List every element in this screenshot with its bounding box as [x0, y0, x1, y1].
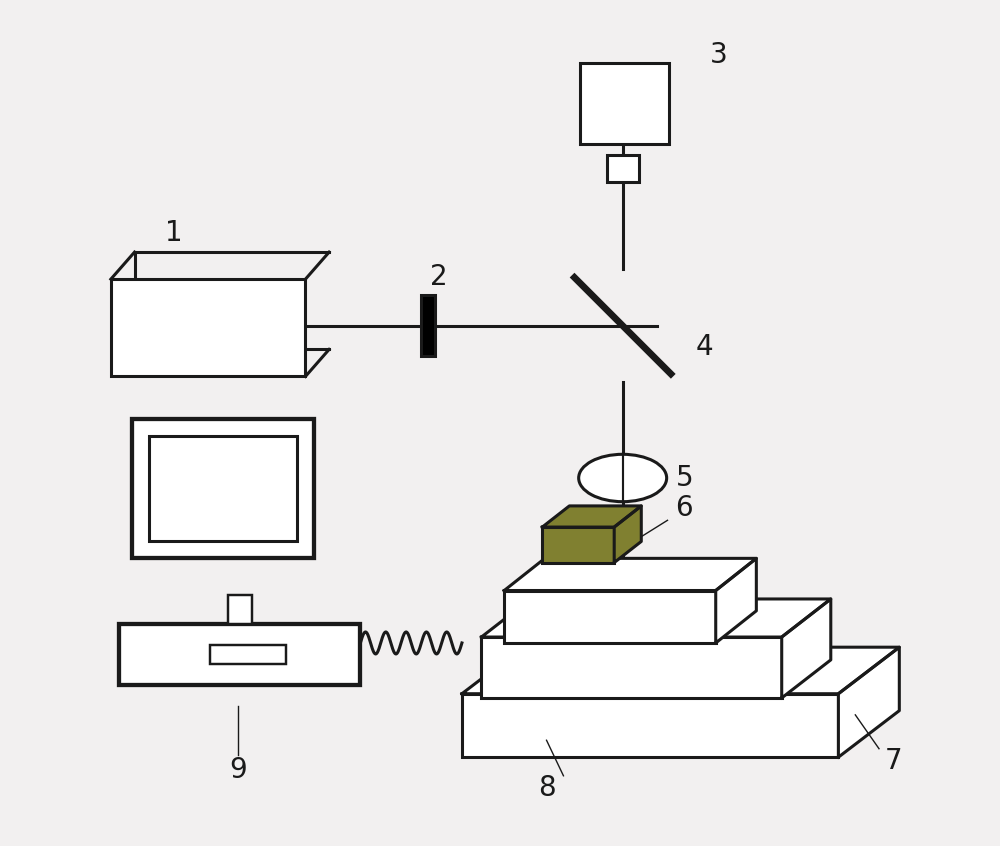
Text: 9: 9: [229, 755, 247, 784]
Bar: [111, 279, 305, 376]
Text: 6: 6: [676, 493, 693, 522]
Bar: [149, 436, 297, 541]
Text: 4: 4: [696, 332, 714, 361]
Bar: [481, 637, 782, 698]
Bar: [132, 419, 314, 558]
Bar: [580, 63, 669, 144]
Text: 7: 7: [885, 747, 902, 776]
Polygon shape: [782, 599, 831, 698]
Text: 3: 3: [709, 41, 727, 69]
Bar: [228, 595, 252, 624]
Bar: [210, 645, 286, 664]
Text: 1: 1: [165, 218, 183, 247]
Polygon shape: [481, 599, 831, 637]
Polygon shape: [614, 506, 641, 563]
Bar: [462, 694, 838, 757]
Polygon shape: [462, 647, 899, 694]
Ellipse shape: [579, 454, 667, 502]
Text: 5: 5: [676, 464, 693, 492]
Text: 2: 2: [430, 263, 448, 292]
Polygon shape: [838, 647, 899, 757]
Bar: [119, 624, 360, 685]
Bar: [607, 155, 639, 182]
Text: 8: 8: [538, 774, 555, 803]
Bar: [504, 591, 716, 643]
Bar: [421, 295, 435, 356]
Polygon shape: [542, 506, 641, 527]
Polygon shape: [504, 558, 756, 591]
Polygon shape: [716, 558, 756, 643]
Bar: [542, 527, 614, 563]
